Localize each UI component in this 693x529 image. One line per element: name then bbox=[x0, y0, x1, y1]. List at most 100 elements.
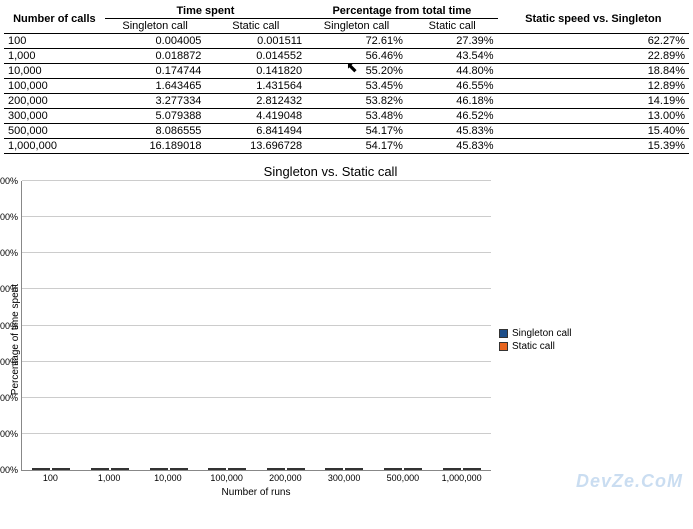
x-tick: 300,000 bbox=[322, 473, 366, 483]
cell-t_single: 0.004005 bbox=[105, 34, 206, 49]
bar bbox=[345, 468, 363, 470]
cell-p_single: 55.20% bbox=[306, 64, 407, 79]
bar-group bbox=[381, 468, 425, 470]
cell-p_static: 43.54% bbox=[407, 49, 498, 64]
y-axis-label: Percentage of time spent bbox=[8, 284, 21, 395]
x-tick: 100,000 bbox=[205, 473, 249, 483]
table-row: 100,0001.6434651.43156453.45%46.55%12.89… bbox=[4, 79, 689, 94]
bar-group bbox=[264, 468, 308, 470]
cell-p_static: 45.83% bbox=[407, 124, 498, 139]
cell-t_static: 4.419048 bbox=[205, 109, 306, 124]
bar bbox=[208, 468, 226, 470]
table-row: 1,0000.0188720.01455256.46%43.54%22.89% bbox=[4, 49, 689, 64]
col-header-time: Time spent bbox=[105, 4, 306, 19]
cell-t_static: 13.696728 bbox=[205, 139, 306, 154]
x-tick: 10,000 bbox=[146, 473, 190, 483]
bars-area bbox=[22, 181, 491, 470]
y-tick: 60.00% bbox=[0, 248, 22, 258]
subheader-time-static: Static call bbox=[205, 19, 306, 34]
bar bbox=[150, 468, 168, 470]
bar bbox=[111, 468, 129, 470]
cell-t_single: 16.189018 bbox=[105, 139, 206, 154]
x-tick: 1,000,000 bbox=[440, 473, 484, 483]
x-ticks: 1001,00010,000100,000200,000300,000500,0… bbox=[21, 473, 491, 483]
chart-title: Singleton vs. Static call bbox=[8, 160, 653, 181]
cell-t_static: 6.841494 bbox=[205, 124, 306, 139]
cell-calls: 10,000 bbox=[4, 64, 105, 79]
subheader-pct-singleton: Singleton call bbox=[306, 19, 407, 34]
cell-p_single: 72.61% bbox=[306, 34, 407, 49]
bar-group bbox=[29, 468, 73, 470]
bar bbox=[463, 468, 481, 470]
table-body: 1000.0040050.00151172.61%27.39%62.27%1,0… bbox=[4, 34, 689, 154]
cell-t_single: 0.018872 bbox=[105, 49, 206, 64]
cell-calls: 300,000 bbox=[4, 109, 105, 124]
y-tick: 0.00% bbox=[0, 465, 22, 475]
legend-swatch bbox=[499, 329, 508, 338]
y-tick: 20.00% bbox=[0, 393, 22, 403]
table-row: 500,0008.0865556.84149454.17%45.83%15.40… bbox=[4, 124, 689, 139]
table-row: 1,000,00016.18901813.69672854.17%45.83%1… bbox=[4, 139, 689, 154]
col-header-speed: Static speed vs. Singleton bbox=[498, 4, 689, 34]
cell-t_static: 2.812432 bbox=[205, 94, 306, 109]
bar bbox=[325, 468, 343, 470]
y-tick: 70.00% bbox=[0, 212, 22, 222]
bar bbox=[228, 468, 246, 470]
table-row: 10,0000.1747440.14182055.20%44.80%18.84% bbox=[4, 64, 689, 79]
x-tick: 1,000 bbox=[87, 473, 131, 483]
table-row: 200,0003.2773342.81243253.82%46.18%14.19… bbox=[4, 94, 689, 109]
cell-t_single: 1.643465 bbox=[105, 79, 206, 94]
y-tick: 80.00% bbox=[0, 176, 22, 186]
bar bbox=[287, 468, 305, 470]
bar bbox=[443, 468, 461, 470]
bar bbox=[170, 468, 188, 470]
cell-speed: 22.89% bbox=[498, 49, 689, 64]
x-tick: 200,000 bbox=[263, 473, 307, 483]
cell-speed: 18.84% bbox=[498, 64, 689, 79]
cell-speed: 13.00% bbox=[498, 109, 689, 124]
legend-label: Singleton call bbox=[512, 328, 571, 339]
cell-p_single: 53.48% bbox=[306, 109, 407, 124]
cell-t_static: 0.014552 bbox=[205, 49, 306, 64]
bar bbox=[32, 468, 50, 470]
plot-area: 0.00%10.00%20.00%30.00%40.00%50.00%60.00… bbox=[21, 181, 491, 471]
chart-container: Singleton vs. Static call Percentage of … bbox=[8, 160, 653, 498]
cell-calls: 1,000 bbox=[4, 49, 105, 64]
bar-group bbox=[440, 468, 484, 470]
cell-t_single: 3.277334 bbox=[105, 94, 206, 109]
cell-calls: 500,000 bbox=[4, 124, 105, 139]
benchmark-table: Number of calls Time spent Percentage fr… bbox=[4, 4, 689, 154]
bar-group bbox=[88, 468, 132, 470]
cell-p_single: 54.17% bbox=[306, 139, 407, 154]
cell-p_static: 46.55% bbox=[407, 79, 498, 94]
cell-p_single: 53.82% bbox=[306, 94, 407, 109]
subheader-time-singleton: Singleton call bbox=[105, 19, 206, 34]
cell-t_static: 0.001511 bbox=[205, 34, 306, 49]
x-axis-label: Number of runs bbox=[21, 487, 491, 498]
cell-calls: 100 bbox=[4, 34, 105, 49]
bar-group bbox=[322, 468, 366, 470]
cell-p_static: 46.52% bbox=[407, 109, 498, 124]
cell-speed: 15.40% bbox=[498, 124, 689, 139]
cell-p_single: 54.17% bbox=[306, 124, 407, 139]
y-tick: 40.00% bbox=[0, 321, 22, 331]
legend-item: Static call bbox=[499, 341, 571, 352]
cell-t_single: 0.174744 bbox=[105, 64, 206, 79]
legend-swatch bbox=[499, 342, 508, 351]
x-tick: 500,000 bbox=[381, 473, 425, 483]
cell-t_static: 1.431564 bbox=[205, 79, 306, 94]
col-header-pct: Percentage from total time bbox=[306, 4, 497, 19]
cell-p_static: 44.80% bbox=[407, 64, 498, 79]
cell-calls: 200,000 bbox=[4, 94, 105, 109]
cell-speed: 15.39% bbox=[498, 139, 689, 154]
y-tick: 50.00% bbox=[0, 284, 22, 294]
cell-p_static: 46.18% bbox=[407, 94, 498, 109]
legend-label: Static call bbox=[512, 341, 555, 352]
bar-group bbox=[205, 468, 249, 470]
cell-speed: 12.89% bbox=[498, 79, 689, 94]
cell-p_static: 45.83% bbox=[407, 139, 498, 154]
legend-item: Singleton call bbox=[499, 328, 571, 339]
table-row: 1000.0040050.00151172.61%27.39%62.27% bbox=[4, 34, 689, 49]
bar bbox=[404, 468, 422, 470]
cell-t_static: 0.141820 bbox=[205, 64, 306, 79]
